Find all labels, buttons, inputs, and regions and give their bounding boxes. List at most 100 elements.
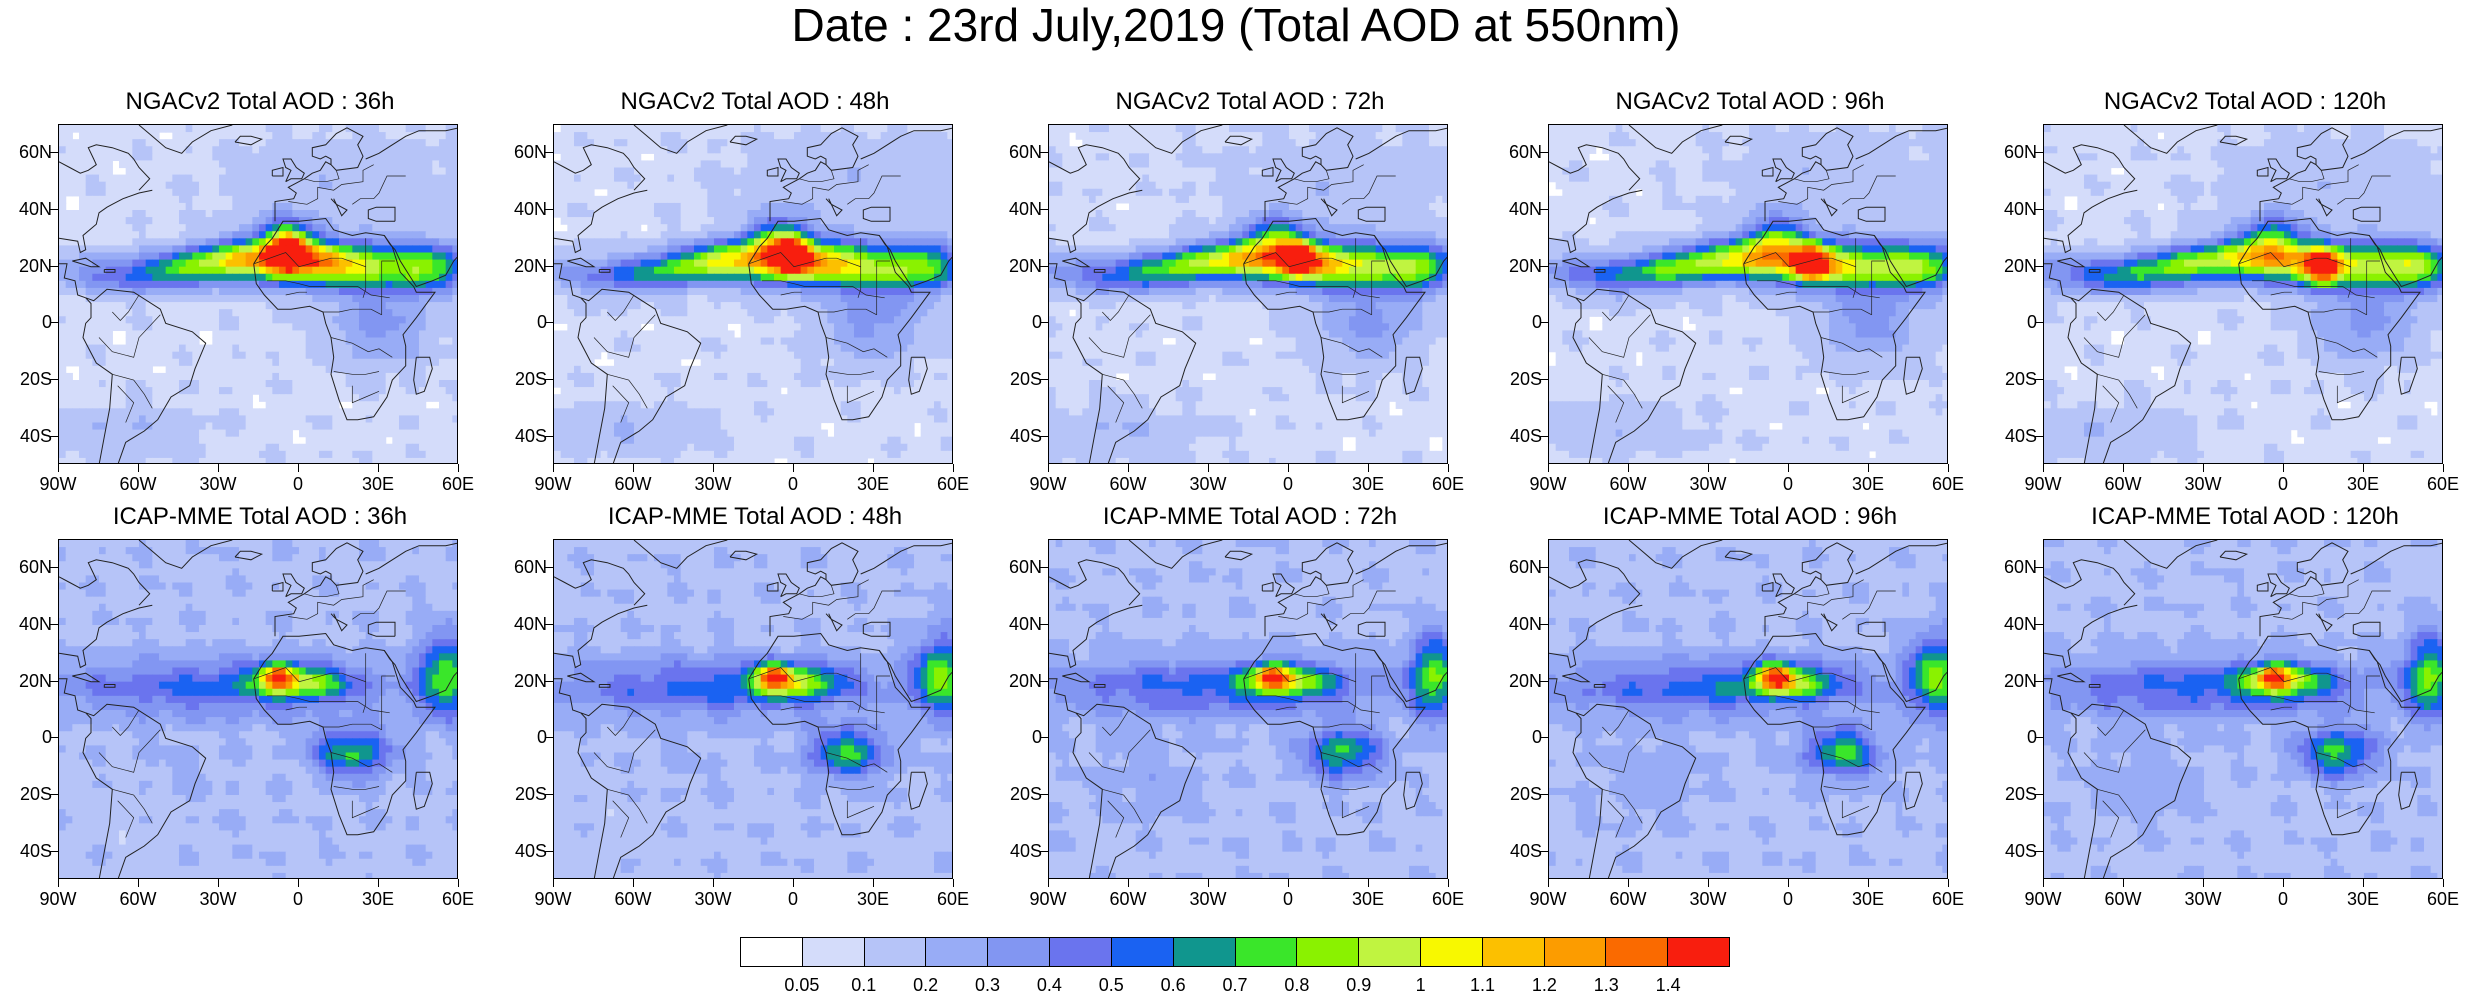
country-border xyxy=(352,590,406,620)
panel-title: NGACv2 Total AOD : 72h xyxy=(1025,88,1475,116)
lat-tick-label: 20S xyxy=(1490,369,1542,389)
lat-tick-label: 40N xyxy=(990,614,1042,634)
coastline xyxy=(1373,235,1447,288)
lon-tick-label: 30E xyxy=(2333,474,2393,494)
coastline xyxy=(1403,356,1423,395)
lon-tick xyxy=(1048,464,1049,472)
coastline xyxy=(554,189,648,254)
coastline xyxy=(2352,206,2381,222)
colorbar-label: 0.6 xyxy=(1143,975,1203,995)
coastline xyxy=(59,559,151,606)
lat-tick xyxy=(1540,322,1548,324)
coastline xyxy=(1272,158,1295,183)
lat-tick xyxy=(2035,794,2043,795)
map-panel-icap-48h: ICAP-MME Total AOD : 48h 60N 40N 20N 0 20S 40S… xyxy=(495,503,975,923)
country-border xyxy=(607,788,648,824)
lon-tick xyxy=(1948,879,1949,887)
country-border xyxy=(2273,164,2359,205)
lon-tick-label: 60W xyxy=(108,474,168,494)
colorbar-cell xyxy=(1482,938,1545,966)
country-border xyxy=(2273,579,2359,620)
colorbar-cell xyxy=(926,938,989,966)
lon-tick xyxy=(378,464,379,472)
coastline xyxy=(1549,604,1643,669)
coastline xyxy=(274,127,364,222)
coastline xyxy=(1761,581,1774,592)
colorbar-cell xyxy=(1606,938,1669,966)
coastline xyxy=(2350,542,2442,575)
country-border xyxy=(117,385,135,423)
lat-tick-label: 60N xyxy=(1490,557,1542,577)
coastline xyxy=(1357,621,1386,637)
country-border xyxy=(330,752,393,773)
country-border xyxy=(2102,385,2120,423)
country-border xyxy=(1107,800,1125,838)
lon-tick-label: 30E xyxy=(843,474,903,494)
country-border xyxy=(304,585,340,598)
coastline xyxy=(2219,135,2249,146)
coastline xyxy=(769,542,859,637)
coastline xyxy=(234,550,264,561)
panel-title: ICAP-MME Total AOD : 96h xyxy=(1525,503,1975,531)
lat-tick xyxy=(1540,435,1548,437)
coastline xyxy=(2368,235,2442,288)
country-border xyxy=(1813,723,1872,731)
country-border xyxy=(1842,590,1896,620)
country-border xyxy=(1294,170,1330,183)
country-border xyxy=(1602,294,1630,322)
map-panel-icap-120h: ICAP-MME Total AOD : 120h 60N 40N 20N 0 20S 40… xyxy=(1985,503,2465,923)
aod-field xyxy=(1549,540,1947,878)
coastline xyxy=(633,540,728,569)
country-border xyxy=(1813,308,1872,316)
lat-tick-label: 0 xyxy=(0,727,52,747)
lon-tick-label: 90W xyxy=(523,474,583,494)
country-border xyxy=(876,675,890,730)
lon-tick xyxy=(2203,464,2204,472)
coastline xyxy=(2088,684,2101,688)
coastline xyxy=(2368,650,2442,703)
coastline xyxy=(748,632,931,836)
lat-tick xyxy=(545,265,553,267)
coastline xyxy=(1743,217,1926,421)
panel-title: NGACv2 Total AOD : 36h xyxy=(35,88,485,116)
coastline xyxy=(2315,613,2333,632)
lon-tick xyxy=(953,464,954,472)
panel-title: ICAP-MME Total AOD : 36h xyxy=(35,503,485,531)
country-border xyxy=(828,371,875,375)
coastline xyxy=(1549,144,1641,191)
country-border xyxy=(1275,291,1297,296)
lat-tick xyxy=(545,680,553,682)
coastline xyxy=(577,703,702,878)
colorbar-label: 0.1 xyxy=(834,975,894,995)
country-border xyxy=(2315,337,2378,358)
coastline xyxy=(330,198,348,217)
lat-tick xyxy=(50,680,58,682)
coastline xyxy=(2057,672,2086,683)
lat-tick-label: 40S xyxy=(990,841,1042,861)
coastline xyxy=(567,672,596,683)
lat-tick-label: 0 xyxy=(1985,727,2037,747)
coastline xyxy=(271,166,284,177)
map-panel-icap-96h: ICAP-MME Total AOD : 96h 60N 40N 20N 0 20S 40S… xyxy=(1490,503,1970,923)
lat-tick-label: 40N xyxy=(495,614,547,634)
coastline xyxy=(103,269,116,273)
coastline xyxy=(908,356,928,395)
country-border xyxy=(2097,294,2125,322)
aod-map xyxy=(1548,539,1948,879)
colorbar-cell xyxy=(1235,938,1298,966)
colorbar-label: 0.8 xyxy=(1267,975,1327,995)
coastline xyxy=(1049,144,1141,191)
lon-tick xyxy=(458,464,459,472)
coastline xyxy=(598,684,611,688)
map-panel-ngac-120h: NGACv2 Total AOD : 120h 60N 40N 20N 0 20S 40S 9… xyxy=(1985,88,2465,508)
coastline xyxy=(554,678,581,714)
country-border xyxy=(1313,308,1372,316)
colorbar-label: 1.2 xyxy=(1514,975,1574,995)
coastline xyxy=(234,135,264,146)
aod-map xyxy=(1548,124,1948,464)
country-border xyxy=(2347,681,2352,713)
lon-tick xyxy=(58,879,59,887)
aod-field xyxy=(59,125,457,463)
colorbar-label: 0.5 xyxy=(1081,975,1141,995)
coastline xyxy=(274,542,364,637)
